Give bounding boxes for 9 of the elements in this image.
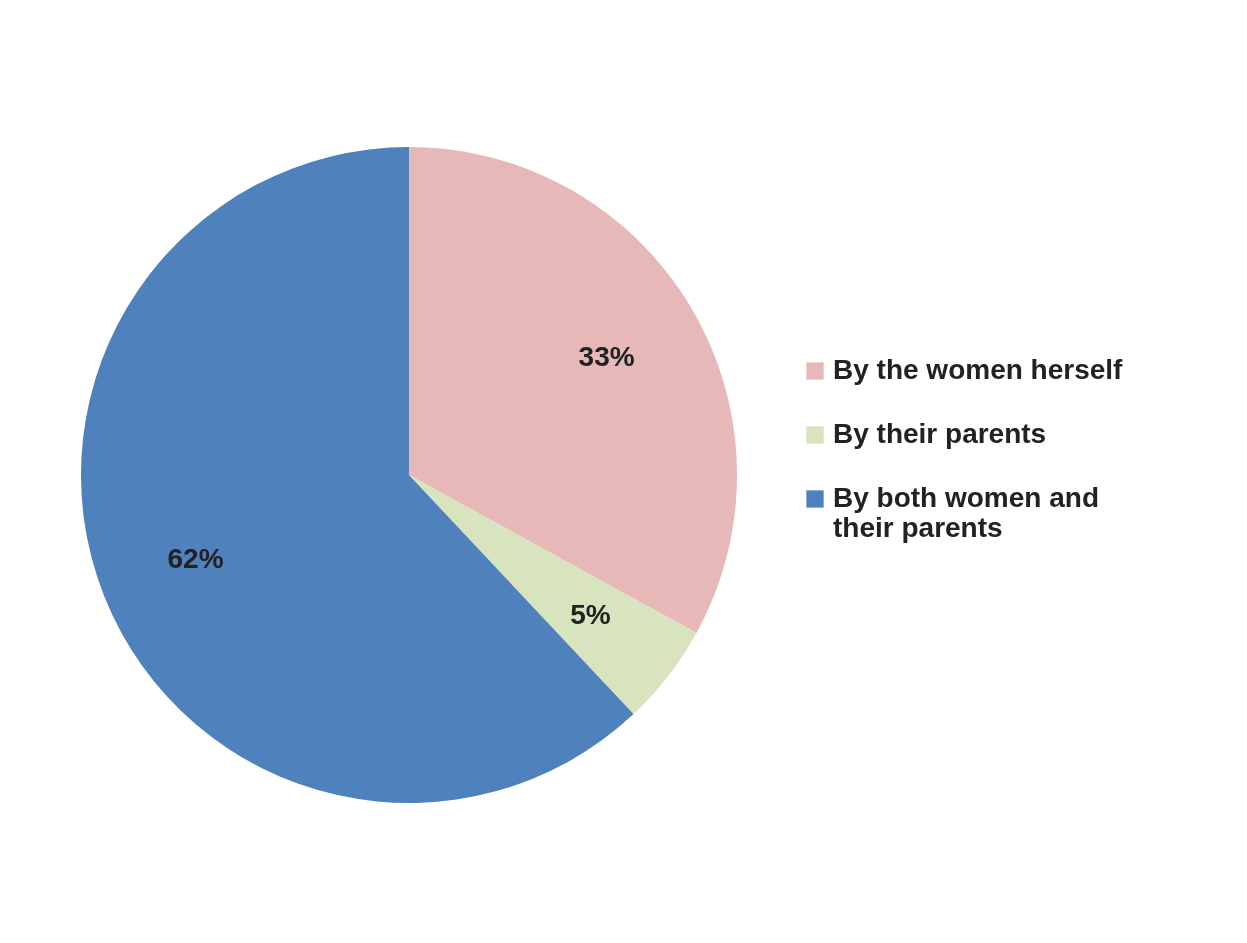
data-label: 5% [570, 598, 611, 630]
data-label: 33% [578, 341, 635, 373]
pie-slice [81, 147, 634, 803]
legend-label: By both women and their parents [833, 482, 1099, 543]
pie-slice [409, 147, 737, 634]
legend-label: By the women herself [833, 354, 1124, 385]
legend-label: By their parents [833, 418, 1047, 449]
data-label: 62% [167, 542, 224, 574]
pie-slice [409, 475, 697, 715]
